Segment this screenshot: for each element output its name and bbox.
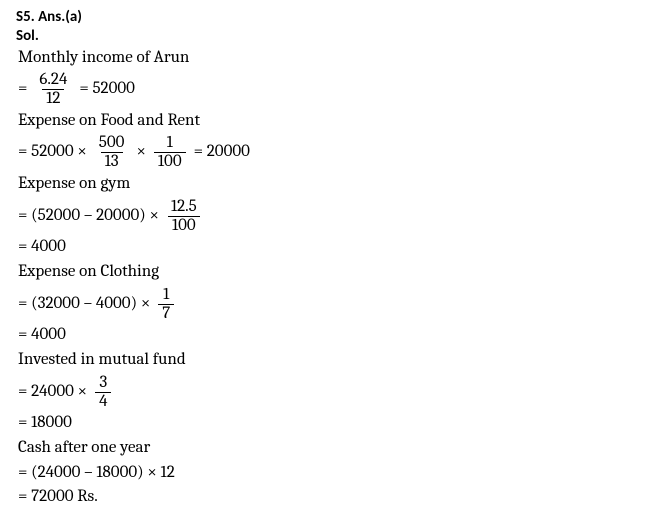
eq-prefix: = 24000 ×: [18, 380, 87, 405]
eq-final-result: = 72000 Rs.: [18, 485, 647, 510]
denominator: 100: [154, 152, 186, 171]
eq-prefix: = 52000 ×: [18, 140, 87, 165]
denominator: 12: [42, 89, 64, 108]
line-monthly-income: Monthly income of Arun: [18, 46, 647, 71]
eq-expense-clothing: = (32000 – 4000) × 1 7: [18, 286, 647, 323]
numerator: 1: [163, 134, 177, 152]
eq-result: = 52000: [79, 77, 135, 102]
eq-prefix: =: [18, 77, 27, 102]
eq-result: = 20000: [194, 140, 250, 165]
eq-result-gym: = 4000: [18, 235, 647, 260]
numerator: 6.24: [35, 71, 71, 89]
eq-expense-gym: = (52000 – 20000) × 12.5 100: [18, 198, 647, 235]
fraction: 1 100: [154, 134, 186, 171]
eq-prefix: = (32000 – 4000) ×: [18, 292, 150, 317]
numerator: 1: [159, 286, 173, 304]
question-id: S5. Ans.(a): [16, 8, 647, 27]
fraction: 3 4: [95, 374, 111, 411]
eq-expense-food-rent: = 52000 × 500 13 × 1 100 = 20000: [18, 134, 647, 171]
multiply: ×: [136, 140, 145, 165]
eq-result-mf: = 18000: [18, 411, 647, 436]
line-cash-after-year: Cash after one year: [18, 436, 647, 461]
line-expense-clothing: Expense on Clothing: [18, 260, 647, 285]
line-expense-gym: Expense on gym: [18, 172, 647, 197]
eq-cash-calc: = (24000 – 18000) × 12: [18, 461, 647, 486]
numerator: 500: [95, 134, 129, 152]
fraction: 1 7: [158, 286, 174, 323]
fraction: 12.5 100: [167, 198, 201, 235]
eq-monthly-income: = 6.24 12 = 52000: [18, 71, 647, 108]
solution-label: Sol.: [16, 27, 647, 46]
fraction: 6.24 12: [35, 71, 71, 108]
line-invested-mf: Invested in mutual fund: [18, 348, 647, 373]
denominator: 7: [158, 304, 174, 323]
eq-prefix: = (52000 – 20000) ×: [18, 204, 159, 229]
denominator: 100: [168, 216, 200, 235]
numerator: 3: [95, 374, 111, 392]
denominator: 4: [95, 392, 111, 411]
eq-invested-mf: = 24000 × 3 4: [18, 374, 647, 411]
eq-result-clothing: = 4000: [18, 323, 647, 348]
line-expense-food-rent: Expense on Food and Rent: [18, 109, 647, 134]
numerator: 12.5: [167, 198, 201, 216]
denominator: 13: [101, 152, 123, 171]
fraction: 500 13: [95, 134, 129, 171]
